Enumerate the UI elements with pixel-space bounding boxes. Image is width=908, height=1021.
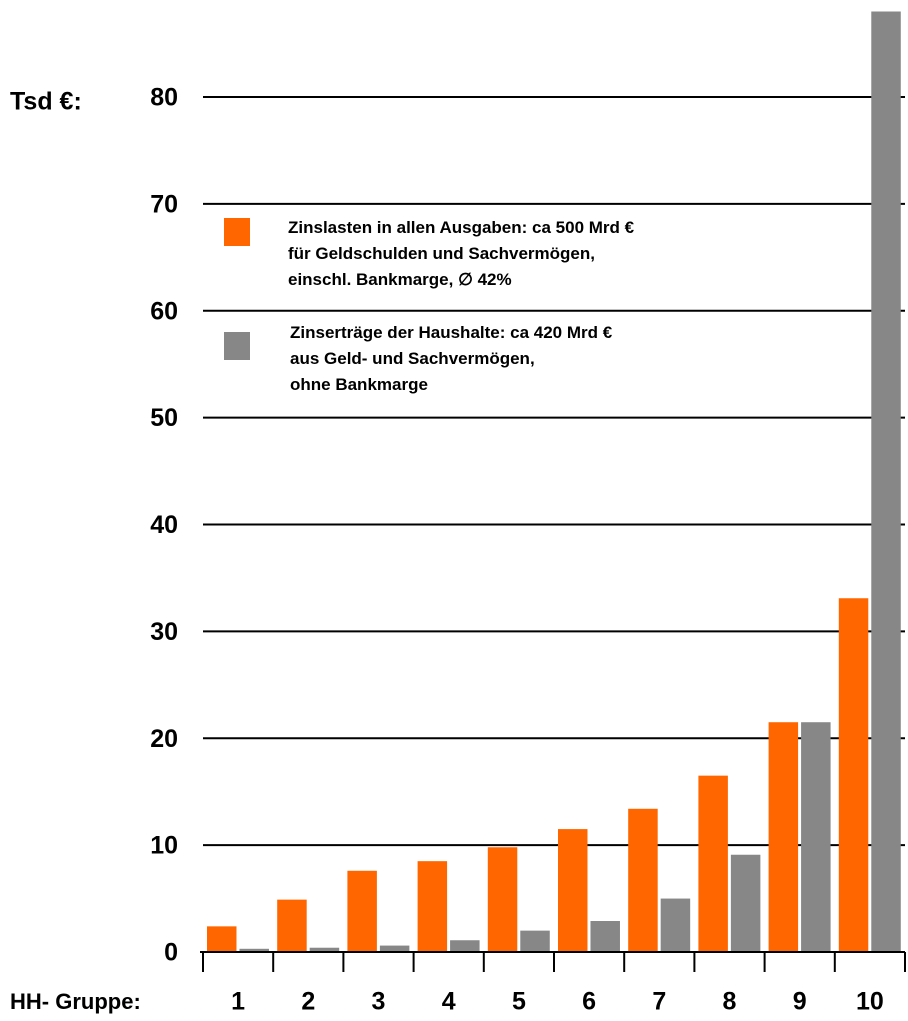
bar: [801, 722, 831, 952]
bar: [347, 870, 377, 952]
bar: [838, 598, 869, 952]
bar: [558, 829, 588, 952]
x-tick-label: 3: [372, 988, 386, 1016]
bar: [590, 921, 620, 952]
y-tick-label: 10: [150, 832, 178, 860]
x-tick-label: 8: [723, 988, 737, 1016]
legend-label: Zinslasten in allen Ausgaben: ca 500 Mrd…: [288, 215, 641, 293]
y-tick-label: 20: [150, 725, 178, 753]
y-tick-label: 30: [150, 618, 178, 646]
legend-swatch: [224, 332, 250, 360]
y-axis-label: Tsd €:: [10, 88, 82, 116]
y-tick-label: 40: [150, 511, 178, 539]
bar: [487, 847, 518, 952]
x-tick-label: 6: [582, 988, 596, 1016]
x-tick-label: 2: [301, 988, 315, 1016]
bar: [768, 722, 799, 952]
x-tick-label: 10: [856, 988, 884, 1016]
bar: [730, 854, 761, 952]
y-tick-label: 50: [150, 404, 178, 432]
bar: [450, 940, 480, 952]
legend-label: Zinserträge der Haushalte: ca 420 Mrd € …: [290, 320, 619, 398]
y-tick-label: 0: [164, 939, 178, 967]
bar: [379, 945, 410, 952]
bar: [207, 926, 237, 952]
x-tick-label: 9: [793, 988, 807, 1016]
bar: [309, 947, 340, 952]
bar: [239, 948, 269, 952]
bar: [277, 899, 307, 952]
bar: [628, 808, 658, 952]
bar: [417, 861, 448, 952]
bar: [871, 11, 901, 952]
bar: [698, 775, 728, 952]
x-axis-label: HH- Gruppe:: [10, 989, 141, 1014]
x-tick-label: 5: [512, 988, 526, 1016]
y-tick-label: 60: [150, 297, 178, 325]
legend-swatch: [224, 218, 250, 246]
x-tick-label: 7: [652, 988, 666, 1016]
bar: [660, 898, 691, 952]
x-tick-label: 4: [442, 988, 456, 1016]
y-tick-label: 70: [150, 190, 178, 218]
bar: [520, 930, 550, 952]
x-tick-label: 1: [231, 988, 245, 1016]
y-tick-label: 80: [150, 84, 178, 112]
